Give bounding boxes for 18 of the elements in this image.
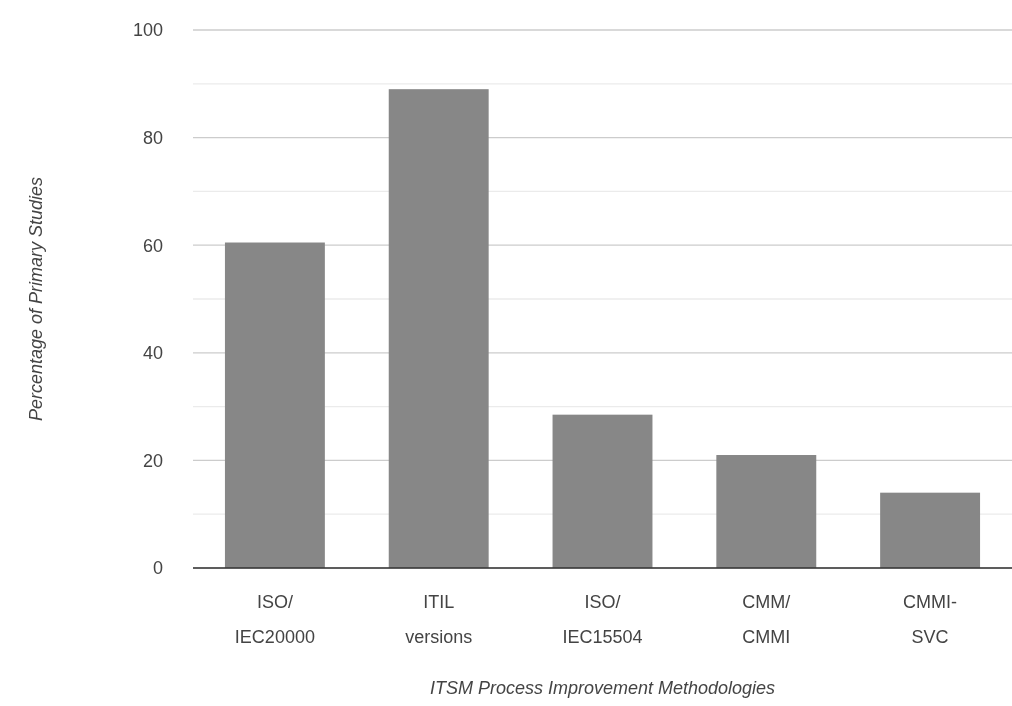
bar bbox=[552, 414, 653, 568]
bar bbox=[224, 242, 325, 568]
y-tick-label: 20 bbox=[142, 450, 163, 471]
x-tick-label: ITIL versions bbox=[405, 592, 473, 647]
y-tick-label: 100 bbox=[132, 20, 163, 41]
y-tick-label: 0 bbox=[152, 558, 163, 579]
x-tick-label: ISO/ IEC20000 bbox=[234, 592, 315, 647]
y-tick-label: 80 bbox=[142, 127, 163, 148]
bar bbox=[716, 455, 817, 568]
y-axis-title: Percentage of Primary Studies bbox=[26, 176, 46, 422]
x-tick-label: ISO/ IEC15504 bbox=[562, 592, 643, 647]
x-tick-label: CMMI- SVC bbox=[903, 592, 958, 647]
bar bbox=[880, 492, 981, 568]
x-tick-label: CMM/ CMMI bbox=[742, 592, 791, 647]
bar bbox=[388, 89, 489, 568]
x-axis-title: ITSM Process Improvement Methodologies bbox=[429, 678, 776, 698]
y-tick-label: 60 bbox=[142, 235, 163, 256]
y-tick-label: 40 bbox=[142, 343, 163, 364]
